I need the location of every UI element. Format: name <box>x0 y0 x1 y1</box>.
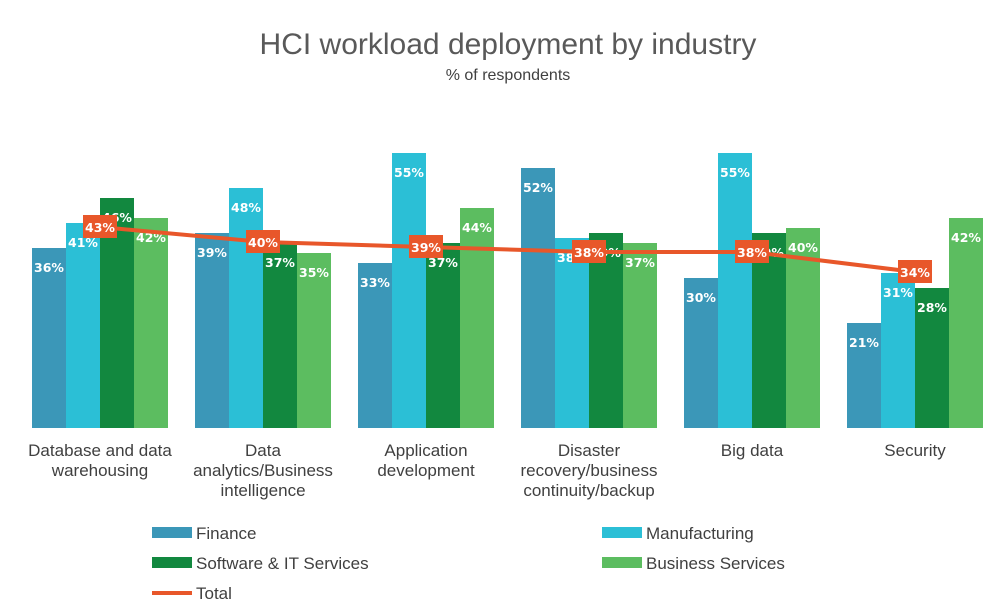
bar-value-label: 36% <box>34 260 64 275</box>
bar-finance-1 <box>195 233 229 428</box>
legend-swatch <box>602 557 642 568</box>
legend: Finance Manufacturing Software & IT Servic… <box>152 524 785 603</box>
category-label: Security <box>884 441 946 460</box>
bar-value-label: 37% <box>265 255 295 270</box>
total-line-path <box>99 225 916 274</box>
bar-finance-2 <box>358 263 392 428</box>
bar-software-it-services-2 <box>426 243 460 428</box>
legend-swatch <box>602 527 642 538</box>
chart-title: HCI workload deployment by industry <box>260 28 757 61</box>
bar-value-label: 52% <box>523 180 553 195</box>
category-label: Database and data <box>28 441 172 460</box>
bar-business-services-3 <box>623 243 657 428</box>
total-point-marker <box>572 240 606 263</box>
bar-manufacturing-0 <box>66 223 100 428</box>
bar-value-label: 55% <box>720 165 750 180</box>
total-point-marker <box>83 215 117 238</box>
category-label: warehousing <box>51 461 148 480</box>
bar-business-services-0 <box>134 218 168 428</box>
bar-manufacturing-4 <box>718 153 752 428</box>
bar-finance-5 <box>847 323 881 428</box>
bar-value-label: 35% <box>299 265 329 280</box>
legend-label: Business Services <box>646 554 785 573</box>
legend-label: Total <box>196 584 232 603</box>
total-value-label: 38% <box>737 245 767 260</box>
category-label: Big data <box>721 441 784 460</box>
bar-software-it-services-3 <box>589 233 623 428</box>
category-label: analytics/Business <box>193 461 333 480</box>
bar-value-label: 21% <box>849 335 879 350</box>
bar-value-label: 37% <box>428 255 458 270</box>
total-point-marker <box>246 230 280 253</box>
bar-value-label: 42% <box>951 230 981 245</box>
bar-value-label: 31% <box>883 285 913 300</box>
bar-value-label: 28% <box>917 300 947 315</box>
total-point-marker <box>409 235 443 258</box>
bar-value-label: 44% <box>462 220 492 235</box>
total-value-label: 39% <box>411 240 441 255</box>
legend-swatch <box>152 557 192 568</box>
category-label: recovery/business <box>520 461 657 480</box>
bar-value-label: 41% <box>68 235 98 250</box>
bar-manufacturing-2 <box>392 153 426 428</box>
total-value-label: 40% <box>248 235 278 250</box>
bar-software-it-services-4 <box>752 233 786 428</box>
bar-value-label: 37% <box>625 255 655 270</box>
bar-manufacturing-5 <box>881 273 915 428</box>
bar-finance-3 <box>521 168 555 428</box>
category-label: development <box>377 461 475 480</box>
legend-label: Manufacturing <box>646 524 754 543</box>
total-line: 43% 40% 39% 38% 38% 34% <box>83 215 932 283</box>
bar-value-label: 33% <box>360 275 390 290</box>
legend-swatch <box>152 527 192 538</box>
bar-business-services-5 <box>949 218 983 428</box>
bar-value-label: 39% <box>197 245 227 260</box>
bar-finance-4 <box>684 278 718 428</box>
category-label: intelligence <box>220 481 305 500</box>
category-label: Application <box>384 441 467 460</box>
total-value-label: 38% <box>574 245 604 260</box>
category-label: Disaster <box>558 441 621 460</box>
bar-value-label: 48% <box>231 200 261 215</box>
legend-label: Software & IT Services <box>196 554 369 573</box>
bar-finance-0 <box>32 248 66 428</box>
total-point-marker <box>735 240 769 263</box>
bar-business-services-2 <box>460 208 494 428</box>
bar-software-it-services-5 <box>915 288 949 428</box>
category-label: continuity/backup <box>523 481 654 500</box>
total-value-label: 43% <box>85 220 115 235</box>
legend-label: Finance <box>196 524 256 543</box>
bar-value-label: 30% <box>686 290 716 305</box>
bar-manufacturing-1 <box>229 188 263 428</box>
total-point-marker <box>898 260 932 283</box>
category-label: Data <box>245 441 281 460</box>
total-value-label: 34% <box>900 265 930 280</box>
bar-manufacturing-3 <box>555 238 589 428</box>
bar-group: 36%39%33%52%30%21%41%48%55%38%55%31%46%3… <box>32 153 983 428</box>
bar-business-services-1 <box>297 253 331 428</box>
chart-subtitle: % of respondents <box>446 67 571 84</box>
bar-value-label: 40% <box>788 240 818 255</box>
bar-software-it-services-1 <box>263 243 297 428</box>
bar-value-label: 55% <box>394 165 424 180</box>
